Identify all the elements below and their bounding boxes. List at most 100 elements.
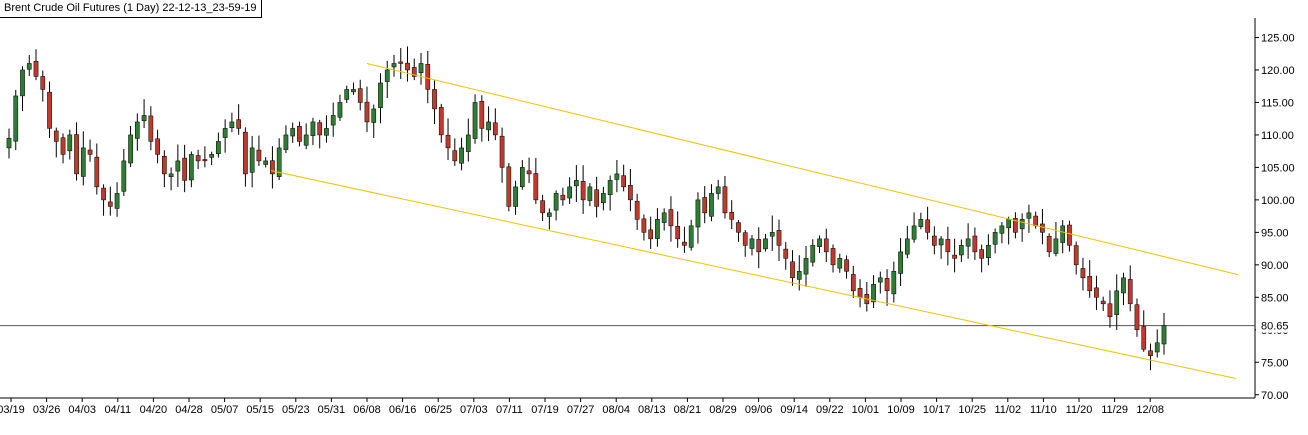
- time-tick-label: 09/06: [745, 404, 773, 416]
- candle-body: [384, 69, 390, 82]
- candle-up: [601, 186, 606, 211]
- candle-down: [1141, 310, 1147, 352]
- candle-body: [533, 173, 539, 201]
- candle-down: [202, 146, 208, 168]
- candle-down: [972, 227, 978, 260]
- candle-body: [128, 134, 133, 164]
- candle-body: [438, 106, 444, 136]
- candle-body: [101, 187, 106, 201]
- candle-body: [932, 235, 937, 246]
- candle-body: [317, 122, 323, 136]
- candle-up: [898, 238, 903, 286]
- candle-body: [80, 147, 86, 177]
- candle-up: [175, 144, 181, 187]
- candle-body: [324, 128, 329, 136]
- candle-up: [344, 85, 350, 104]
- candle-down: [884, 269, 890, 306]
- candle-body: [249, 147, 255, 173]
- candle-up: [290, 122, 296, 143]
- candle-up: [553, 190, 559, 221]
- candle-down: [53, 127, 59, 158]
- time-tick-label: 08/13: [638, 404, 666, 416]
- candle-down: [533, 158, 539, 204]
- time-tick-label: 04/20: [140, 404, 168, 416]
- candle-up: [810, 239, 816, 267]
- price-tick-label: 125.00: [1261, 32, 1295, 44]
- candle-up: [547, 208, 552, 230]
- candle-body: [567, 186, 572, 199]
- candle-down: [148, 106, 154, 151]
- candle-up: [1121, 272, 1126, 306]
- candle-up: [911, 212, 917, 243]
- candle-body: [540, 200, 545, 214]
- candle-body: [134, 121, 140, 139]
- price-tick-label: 110.00: [1261, 130, 1294, 142]
- candle-down: [1100, 296, 1106, 312]
- candle-body: [925, 219, 930, 233]
- candle-body: [263, 160, 269, 165]
- price-tick-label: 70.00: [1261, 390, 1289, 402]
- candle-body: [594, 189, 599, 207]
- candle-down: [47, 81, 52, 138]
- candle-down: [40, 70, 46, 102]
- candle-down: [1080, 257, 1086, 291]
- candle-body: [33, 61, 39, 77]
- candle-body: [999, 225, 1005, 234]
- candle-body: [411, 67, 417, 77]
- candle-body: [492, 122, 498, 136]
- candle-down: [736, 219, 741, 242]
- candle-up: [114, 182, 120, 217]
- candle-down: [621, 164, 626, 192]
- candle-down: [668, 196, 674, 242]
- candle-body: [553, 193, 559, 211]
- candle-down: [682, 226, 687, 253]
- candle-body: [1060, 225, 1066, 243]
- time-tick-label: 08/04: [602, 404, 630, 416]
- candle-up: [567, 177, 572, 204]
- candle-up: [817, 235, 822, 253]
- candle-body: [965, 238, 971, 247]
- candle-body: [1094, 287, 1099, 298]
- candle-body: [729, 211, 735, 220]
- candle-up: [959, 239, 964, 262]
- price-tick-label: 90.00: [1261, 260, 1289, 272]
- candle-down: [776, 219, 782, 262]
- candle-body: [418, 63, 424, 74]
- candle-body: [560, 194, 566, 201]
- candle-up: [587, 183, 593, 207]
- candle-up: [992, 228, 998, 254]
- candle-up: [607, 175, 613, 211]
- candle-down: [492, 108, 498, 141]
- candle-body: [661, 212, 667, 223]
- candle-down: [445, 118, 451, 160]
- candle-body: [1161, 325, 1167, 345]
- candle-body: [891, 271, 897, 295]
- candle-down: [425, 50, 431, 104]
- price-tick-label: 120.00: [1261, 65, 1295, 77]
- candle-up: [121, 148, 127, 196]
- candle-up: [918, 212, 924, 230]
- time-tick-label: 07/27: [567, 404, 595, 416]
- trend-channel: [270, 62, 1239, 380]
- candle-down: [405, 46, 410, 82]
- candle-down: [641, 214, 647, 241]
- candle-down: [790, 250, 795, 286]
- candle-body: [445, 134, 451, 149]
- time-tick-label: 10/25: [958, 404, 986, 416]
- candle-body: [465, 134, 471, 152]
- candle-body: [337, 102, 343, 118]
- candle-body: [202, 159, 208, 162]
- candle-body: [222, 128, 228, 138]
- candle-body: [1127, 279, 1133, 305]
- last-price-label: 80.65: [1261, 321, 1289, 333]
- candle-body: [1107, 303, 1113, 318]
- candle-body: [574, 180, 579, 187]
- candle-body: [6, 137, 12, 149]
- candle-body: [628, 185, 633, 201]
- candle-down: [317, 119, 323, 149]
- time-tick-label: 08/29: [709, 404, 737, 416]
- candle-down: [1046, 233, 1052, 258]
- time-tick-label: 09/14: [780, 404, 808, 416]
- price-tick-label: 105.00: [1261, 162, 1295, 174]
